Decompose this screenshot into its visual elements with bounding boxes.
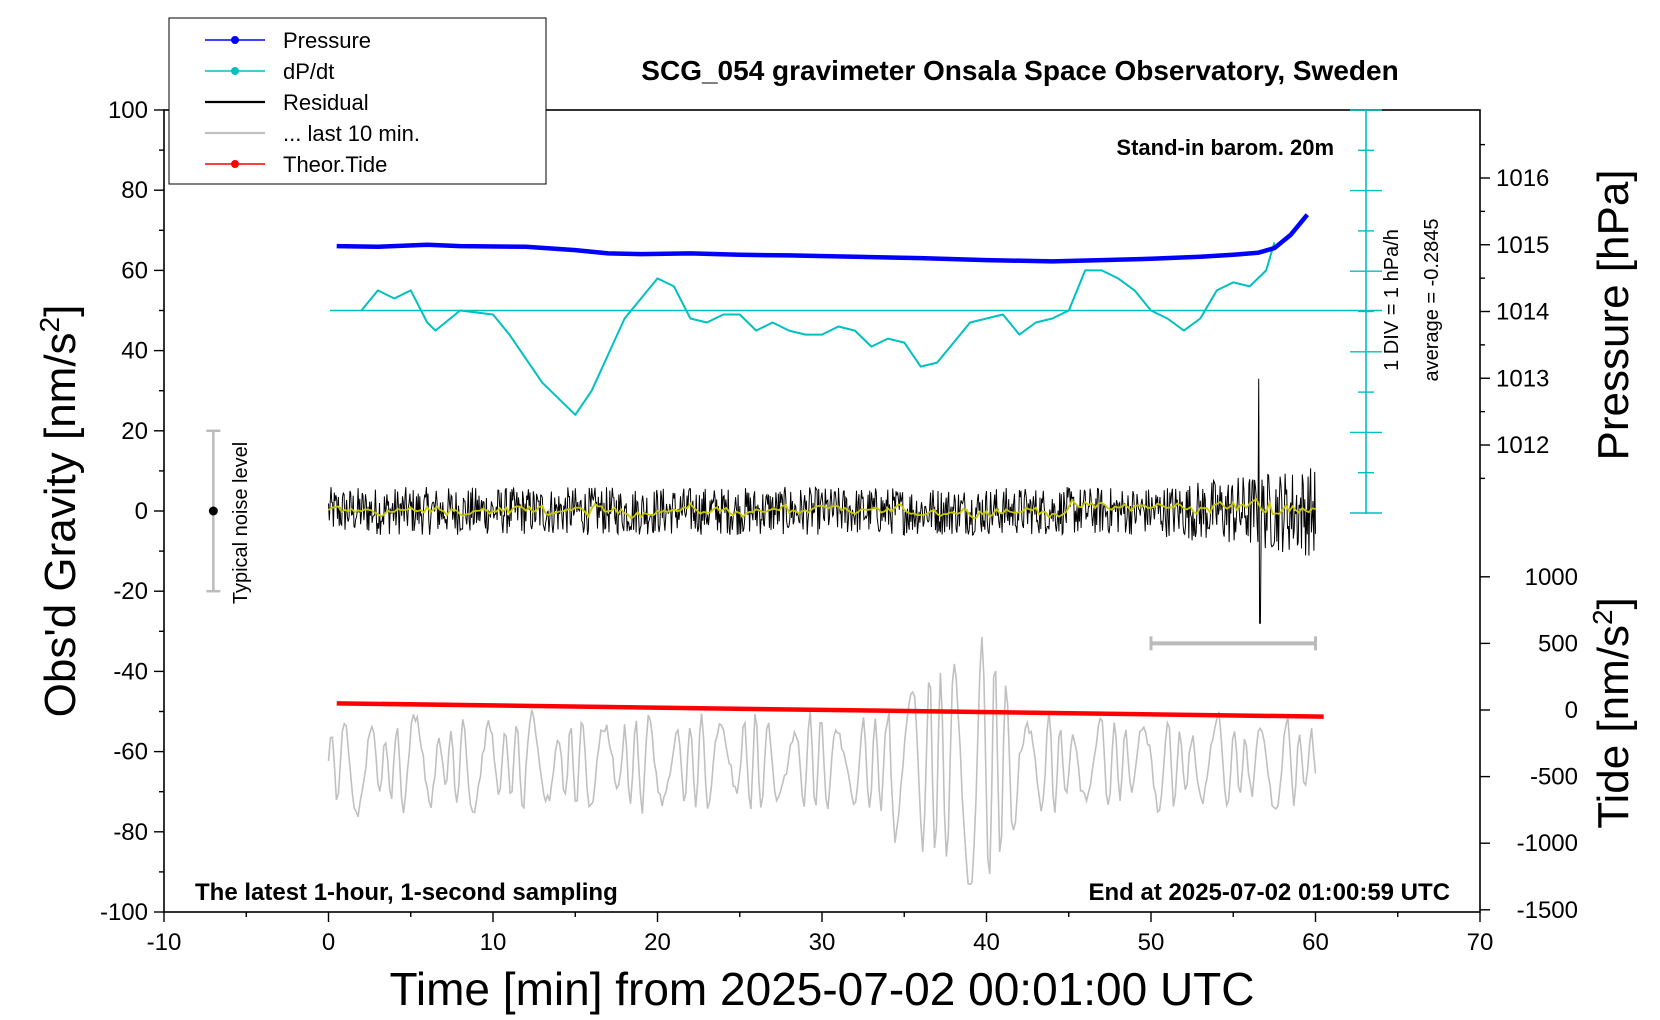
legend-marker (231, 67, 239, 75)
y-tide-label-end: ] (1589, 597, 1638, 609)
y-tick-label: 80 (121, 177, 148, 204)
y-tick-label: 60 (121, 257, 148, 284)
dpdt-line (360, 242, 1276, 416)
legend-marker (231, 160, 239, 168)
tide-tick-label: 1000 (1525, 564, 1578, 591)
pressure-tick-label: 1013 (1496, 365, 1549, 392)
y-tick-label: -100 (100, 899, 148, 926)
end-at-label: End at 2025-07-02 01:00:59 UTC (1089, 879, 1451, 906)
y-tick-label: 0 (135, 498, 148, 525)
series-dpdt (360, 242, 1276, 416)
x-tick-label: 70 (1467, 929, 1494, 956)
x-axis: -10 0 10 20 30 40 50 60 70 (147, 912, 1494, 956)
typical-noise-bar (206, 429, 221, 593)
y-tick-label: 40 (121, 338, 148, 365)
dpdt-scale-bar (1350, 109, 1382, 514)
y-axis-pressure-label: Pressure [hPa] (1589, 169, 1638, 460)
noise-label: Typical noise level (230, 442, 252, 604)
chart-title: SCG_054 gravimeter Onsala Space Observat… (641, 55, 1398, 86)
pressure-tick-label: 1012 (1496, 432, 1549, 459)
residual-smooth-line (327, 497, 1316, 520)
y-axis-gravity: -100 -80 -60 -40 -20 0 20 40 60 80 100 (100, 97, 164, 926)
x-tick-label: -10 (147, 929, 182, 956)
y-tick-label: -20 (113, 578, 148, 605)
latest-label: The latest 1-hour, 1-second sampling (195, 879, 618, 906)
y-left-label-main: Obs'd Gravity [nm/s (36, 332, 85, 717)
noise-bar-dot (208, 506, 218, 516)
series-residual (327, 378, 1316, 624)
legend-label: ... last 10 min. (283, 121, 420, 146)
tide-tick-label: -1000 (1517, 830, 1578, 857)
pressure-tick-label: 1016 (1496, 165, 1549, 192)
x-tick-label: 10 (480, 929, 507, 956)
y-left-label-sup: 2 (34, 317, 65, 333)
y-axis-tide: -1500 -1000 -500 0 500 1000 (1480, 564, 1578, 924)
x-axis-label: Time [min] from 2025-07-02 00:01:00 UTC (390, 963, 1255, 1015)
average-label: average = -0.2845 (1421, 219, 1443, 382)
last10-line (327, 637, 1317, 886)
theor-tide-line (336, 701, 1324, 719)
y-tick-label: -60 (113, 739, 148, 766)
pressure-tick-label: 1014 (1496, 299, 1549, 326)
series-pressure (336, 213, 1310, 264)
residual-line (328, 378, 1316, 624)
legend-label: dP/dt (283, 59, 334, 84)
x-tick-label: 30 (809, 929, 836, 956)
div-label: 1 DIV = 1 hPa/h (1381, 229, 1403, 371)
tide-tick-label: 0 (1565, 697, 1578, 724)
pressure-tick-label: 1015 (1496, 232, 1549, 259)
y-tick-label: 100 (108, 97, 148, 124)
x-tick-label: 20 (644, 929, 671, 956)
stand-in-label: Stand-in barom. 20m (1116, 135, 1334, 160)
y-left-label-end: ] (36, 305, 85, 317)
legend-marker (231, 36, 239, 44)
x-tick-label: 40 (973, 929, 1000, 956)
tide-tick-label: -1500 (1517, 897, 1578, 924)
legend-label: Residual (283, 90, 369, 115)
x-tick-label: 0 (322, 929, 335, 956)
pressure-line (336, 213, 1310, 264)
tide-tick-label: 500 (1538, 630, 1578, 657)
y-axis-pressure: 1012 1013 1014 1015 1016 (1480, 143, 1549, 480)
last-10-min-bar (1149, 636, 1317, 651)
y-tick-label: 20 (121, 418, 148, 445)
y-axis-tide-label: Tide [nm/s2] (1587, 597, 1638, 829)
y-tick-label: -40 (113, 658, 148, 685)
tide-tick-label: -500 (1530, 764, 1578, 791)
y-tide-label-main: Tide [nm/s (1589, 625, 1638, 829)
legend-label: Pressure (283, 28, 371, 53)
y-tick-label: -80 (113, 819, 148, 846)
legend-label: Theor.Tide (283, 152, 387, 177)
legend: Pressure dP/dt Residual ... last 10 min. The… (168, 17, 547, 185)
series-last10 (327, 637, 1317, 886)
y-tide-label-sup: 2 (1587, 609, 1618, 625)
y-axis-left-label: Obs'd Gravity [nm/s2] (34, 305, 85, 718)
series-theor-tide (336, 701, 1324, 719)
x-tick-label: 50 (1138, 929, 1165, 956)
x-tick-label: 60 (1302, 929, 1329, 956)
